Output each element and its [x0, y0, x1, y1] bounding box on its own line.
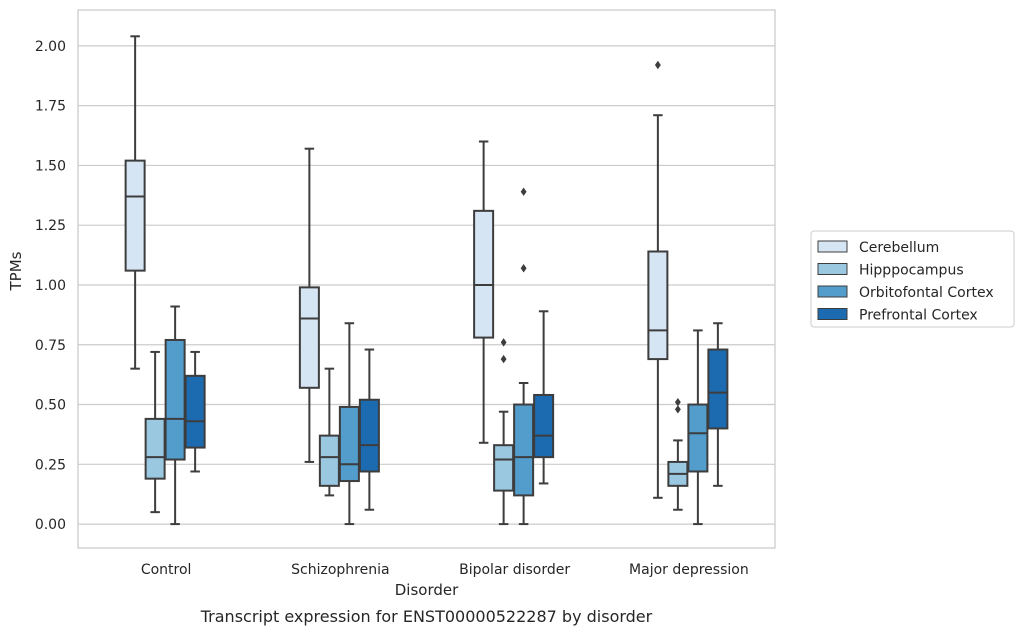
box-orbitofontal-cortex — [338, 322, 360, 526]
box-body — [647, 250, 669, 361]
box-body — [473, 209, 495, 339]
box-orbitofontal-cortex — [164, 305, 186, 526]
box-body — [358, 398, 380, 473]
box-body — [164, 338, 186, 461]
box-body — [184, 374, 206, 449]
legend-swatch — [817, 263, 848, 275]
box-body — [687, 403, 709, 473]
legend-label: Hipppocampus — [859, 263, 964, 279]
box-hipppocampus — [667, 397, 689, 511]
box-prefrontal-cortex — [184, 350, 206, 473]
y-tick-label: 1.25 — [35, 218, 66, 234]
outlier-point — [500, 354, 507, 364]
box-body — [493, 444, 515, 492]
box-body — [318, 434, 340, 487]
x-tick-label: Control — [141, 562, 192, 578]
box-hipppocampus — [318, 367, 340, 497]
chart-caption: Transcript expression for ENST0000052228… — [200, 607, 653, 626]
y-tick-label: 0.75 — [35, 338, 66, 354]
legend: Cerebellum Hipppocampus Orbitofontal Corte… — [810, 230, 1015, 328]
outlier-point — [654, 60, 661, 70]
legend-swatch — [817, 308, 848, 320]
y-tick-label: 0.00 — [35, 517, 66, 533]
box-hipppocampus — [144, 350, 166, 514]
box-body — [707, 348, 729, 430]
y-tick-labels: 0.00 0.25 0.50 0.75 1.00 1.25 1.50 1.75 2.00 — [35, 39, 66, 533]
outlier-point — [520, 264, 527, 273]
y-tick-label: 1.00 — [35, 278, 66, 294]
legend-swatch — [817, 240, 848, 253]
box-cerebellum — [473, 140, 495, 444]
x-axis-title: Disorder — [395, 581, 459, 599]
box-hipppocampus — [493, 338, 515, 526]
y-tick-label: 0.25 — [35, 457, 66, 473]
box-body — [298, 286, 320, 389]
y-tick-label: 1.75 — [35, 99, 66, 115]
outlier-point — [674, 405, 681, 414]
box-body — [124, 159, 146, 272]
x-tick-label: Major depression — [629, 562, 749, 578]
box-prefrontal-cortex — [533, 310, 555, 485]
outlier-point — [520, 187, 527, 196]
y-tick-label: 1.50 — [35, 158, 66, 174]
box-plot-series — [124, 35, 729, 526]
plot-frame — [77, 9, 776, 549]
legend-label: Cerebellum — [859, 240, 939, 256]
box-orbitofontal-cortex — [513, 187, 535, 526]
legend-label: Prefrontal Cortex — [859, 308, 978, 324]
box-cerebellum — [647, 60, 669, 499]
box-orbitofontal-cortex — [687, 329, 709, 526]
x-tick-label: Bipolar disorder — [459, 562, 570, 578]
outlier-point — [674, 397, 681, 407]
x-tick-label: Schizophrenia — [291, 562, 389, 578]
legend-swatch — [817, 285, 848, 298]
x-tick-labels: Control Schizophrenia Bipolar disorder Majo… — [141, 562, 749, 578]
box-cerebellum — [298, 147, 320, 463]
box-prefrontal-cortex — [707, 322, 729, 487]
box-body — [144, 417, 166, 480]
legend-label: Orbitofontal Cortex — [859, 285, 994, 301]
y-tick-label: 0.50 — [35, 398, 66, 414]
box-cerebellum — [124, 35, 146, 370]
outlier-point — [500, 338, 507, 347]
box-body — [513, 403, 535, 497]
legend-frame — [810, 230, 1015, 328]
box-prefrontal-cortex — [358, 348, 380, 511]
y-tick-label: 2.00 — [35, 39, 66, 55]
y-axis-title: TPMs — [7, 251, 25, 291]
box-body — [533, 393, 555, 459]
box-body — [338, 405, 360, 483]
